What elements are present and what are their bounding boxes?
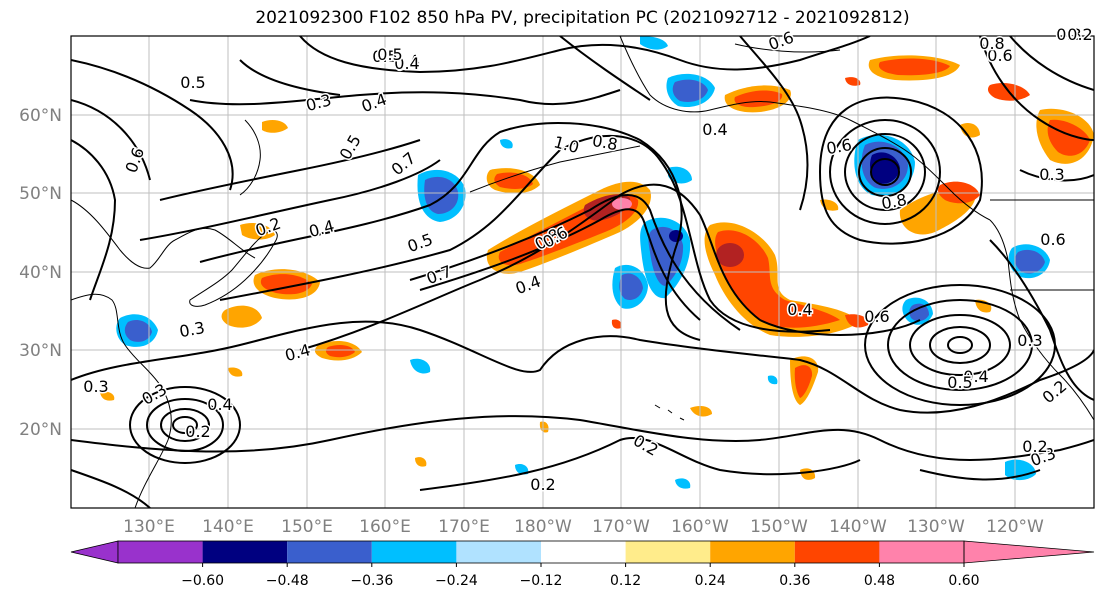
lon-tick-label: 160°E [359,517,411,537]
chart-title: 2021092300 F102 850 hPa PV, precipitatio… [255,8,910,28]
colorbar-tick-label: 0.12 [610,573,641,589]
colorbar-extend-low [70,540,119,564]
colorbar-segment [879,541,964,563]
colorbar-tick-label: −0.60 [181,573,224,589]
colorbar-tick-label: −0.48 [266,573,309,589]
contour-label: 0.5 [377,45,402,64]
contour-label: 0.5 [180,73,205,92]
map-gridlines [71,36,1094,508]
colorbar-segment [202,541,288,563]
lon-tick-label: 120°W [986,517,1044,537]
lon-tick-label: 170°E [438,517,490,537]
contour-label: 0.2 [1022,437,1047,456]
lon-tick-label: 170°W [592,517,650,537]
colorbar-segment [118,541,203,563]
colorbar-segment [287,541,372,563]
contour-label: 0.8 [979,34,1004,53]
contour-label: 0.4 [702,120,727,139]
contour-label: 0.6 [987,46,1012,65]
contour-label: 0.4 [207,395,232,414]
contour-label: 0.5 [947,373,972,392]
lat-tick-label: 30°N [19,341,62,361]
contour-label: 0.3 [83,377,108,396]
contour-label: 0.2 [185,422,210,441]
colorbar [70,540,1095,564]
colorbar-extend-high [963,540,1095,564]
contour-label: 0.4 [787,300,812,319]
lon-tick-label: 180°W [514,517,572,537]
lon-tick-label: 140°W [829,517,887,537]
lat-tick-label: 50°N [19,184,62,204]
lon-tick-label: 150°E [281,517,333,537]
contour-label: 0.6 [864,307,889,326]
lon-tick-label: 130°E [123,517,175,537]
pv-contours [71,36,1094,508]
lat-tick-label: 60°N [19,106,62,126]
colorbar-tick-label: −0.36 [350,573,393,589]
precip-negative-shading [116,36,1050,489]
colorbar-tick-label: −0.24 [435,573,478,589]
contour-label: 0.3 [1017,331,1042,350]
colorbar-tick-label: 0.48 [864,573,895,589]
contour-label: 0.3 [1056,25,1081,44]
contour-label: 0.3 [1039,165,1064,184]
contour-label: 0.6 [1040,230,1065,249]
contour-label: 0.4 [963,367,988,386]
contour-label: 0.2 [530,475,555,494]
colorbar-tick-label: 0.24 [695,573,726,589]
lon-tick-label: 150°W [750,517,808,537]
lat-tick-label: 20°N [19,420,62,440]
coastlines [71,36,1094,508]
colorbar-segment [625,541,711,563]
contour-label: 0.4 [394,54,419,73]
map-frame [70,35,1095,509]
colorbar-segment [541,541,626,563]
colorbar-segment [794,541,880,563]
colorbar-segment [710,541,795,563]
latitude-labels: 60°N 50°N 40°N 30°N 20°N [19,106,62,440]
lon-tick-label: 140°E [202,517,254,537]
lat-tick-label: 40°N [19,263,62,283]
lon-tick-label: 160°W [671,517,729,537]
colorbar-tick-label: 0.36 [779,573,810,589]
colorbar-segment [456,541,541,563]
colorbar-tick-label: 0.60 [948,573,979,589]
colorbar-tick-label: −0.12 [520,573,563,589]
contour-label: 0.5 [372,47,397,66]
longitude-labels: 130°E 140°E 150°E 160°E 170°E 180°W 170°W 160°W… [123,517,1044,537]
contour-label: 0.4 [393,51,421,74]
lon-tick-label: 130°W [907,517,965,537]
precip-positive-shading [100,55,1094,480]
colorbar-tick-labels: −0.60 −0.48 −0.36 −0.24 −0.12 0.12 0.24 0.36 0.4… [181,563,980,589]
contour-label: 0.2 [1067,25,1092,44]
colorbar-segment [371,541,457,563]
